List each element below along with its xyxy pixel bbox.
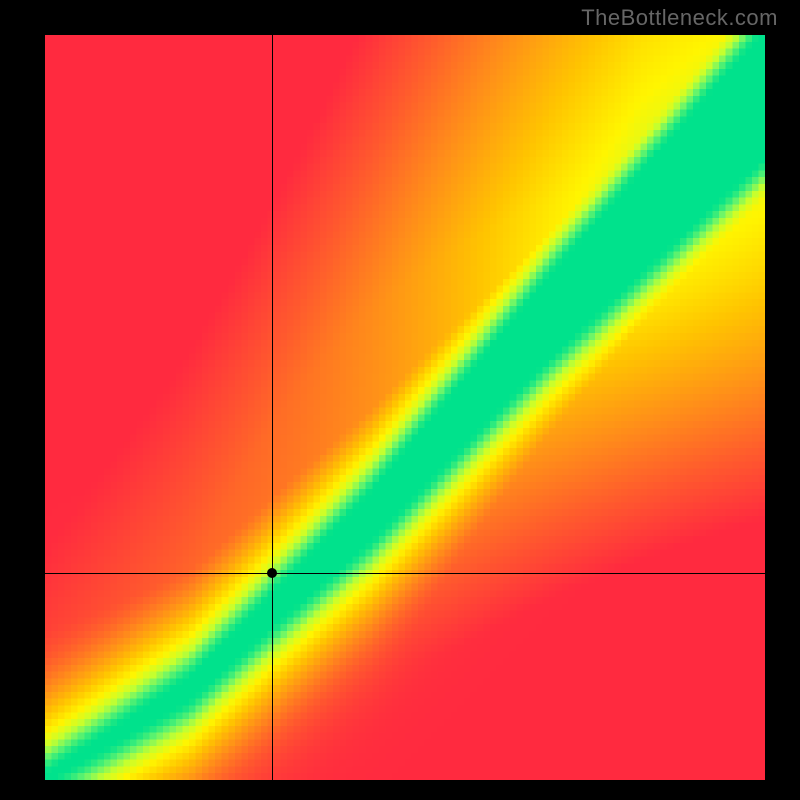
watermark-text: TheBottleneck.com xyxy=(581,5,778,31)
chart-container: TheBottleneck.com xyxy=(0,0,800,800)
crosshair-vertical xyxy=(272,35,273,780)
marker-point xyxy=(267,568,277,578)
heatmap-canvas xyxy=(45,35,765,780)
crosshair-horizontal xyxy=(45,573,765,574)
